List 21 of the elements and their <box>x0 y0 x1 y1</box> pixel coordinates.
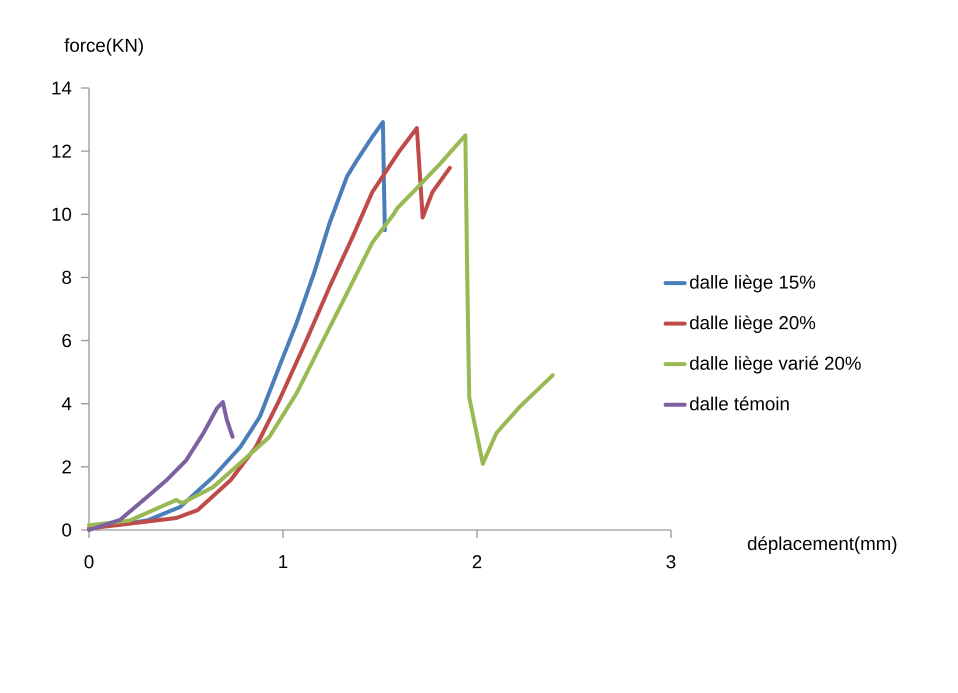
legend-label: dalle liège varié 20% <box>690 356 861 374</box>
x-axis-title: déplacement(mm) <box>748 536 896 554</box>
y-tick-label: 4 <box>62 397 72 410</box>
y-tick-label: 0 <box>62 523 72 537</box>
x-tick-label: 1 <box>279 555 288 568</box>
y-tick-label: 8 <box>62 270 72 284</box>
line-series <box>87 133 555 528</box>
legend-label: dalle témoin <box>690 396 789 410</box>
x-tick-label: 2 <box>472 555 482 568</box>
line-series <box>87 400 235 532</box>
y-tick-label: 12 <box>52 144 71 158</box>
y-tick-label: 14 <box>52 82 72 94</box>
line-series <box>87 126 452 530</box>
legend-label: dalle liège 15% <box>690 274 816 292</box>
legend-label: dalle liège 20% <box>690 315 816 333</box>
x-tick-label: 0 <box>84 555 94 568</box>
y-tick-label: 10 <box>52 208 72 221</box>
x-tick-label: 3 <box>666 555 676 568</box>
y-tick-label: 6 <box>62 334 72 348</box>
y-axis-title: force(KN) <box>64 38 143 56</box>
y-tick-label: 2 <box>62 460 71 474</box>
